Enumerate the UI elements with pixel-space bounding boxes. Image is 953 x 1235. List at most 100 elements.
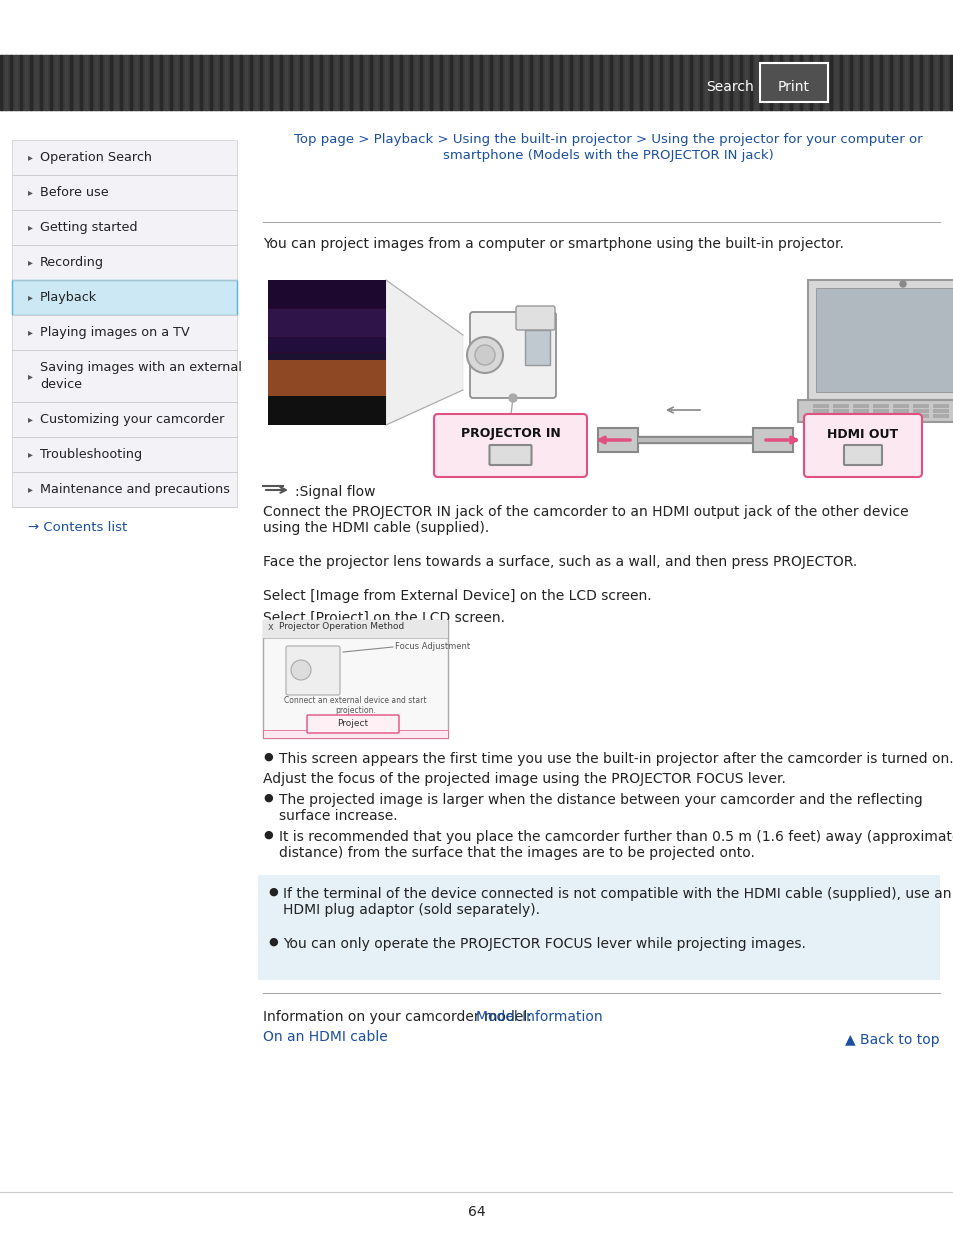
Text: Model Information: Model Information: [476, 1010, 601, 1024]
Bar: [185, 56, 188, 110]
Bar: [774, 56, 777, 110]
Bar: [919, 56, 922, 110]
Bar: [375, 56, 377, 110]
FancyBboxPatch shape: [598, 429, 638, 452]
Bar: [812, 404, 828, 408]
Bar: [345, 56, 347, 110]
Bar: [559, 56, 562, 110]
Bar: [435, 56, 437, 110]
Bar: [145, 56, 148, 110]
Text: Print: Print: [778, 80, 809, 94]
Bar: [754, 56, 757, 110]
Bar: [635, 56, 637, 110]
Text: You can project images from a computer or smartphone using the built-in projecto: You can project images from a computer o…: [263, 237, 843, 251]
Text: Connect an external device and start: Connect an external device and start: [284, 697, 426, 705]
Bar: [510, 56, 512, 110]
Text: ●: ●: [263, 752, 273, 762]
Bar: [430, 56, 432, 110]
Text: Connect the PROJECTOR IN jack of the camcorder to an HDMI output jack of the oth: Connect the PROJECTOR IN jack of the cam…: [263, 505, 907, 535]
Bar: [268, 324, 386, 337]
Bar: [515, 56, 517, 110]
Bar: [684, 56, 687, 110]
Bar: [110, 56, 112, 110]
Bar: [210, 56, 213, 110]
Bar: [655, 56, 657, 110]
Bar: [669, 56, 672, 110]
Text: Adjust the focus of the projected image using the PROJECTOR FOCUS lever.: Adjust the focus of the projected image …: [263, 772, 785, 785]
Bar: [268, 280, 386, 425]
Bar: [12, 210, 236, 245]
Bar: [60, 56, 63, 110]
Bar: [260, 56, 262, 110]
Text: ●: ●: [268, 887, 277, 897]
Bar: [909, 56, 911, 110]
Bar: [824, 56, 826, 110]
FancyBboxPatch shape: [307, 715, 398, 734]
Bar: [395, 56, 397, 110]
Text: ●: ●: [263, 793, 273, 803]
Bar: [852, 404, 868, 408]
Bar: [450, 56, 452, 110]
Bar: [230, 56, 233, 110]
Bar: [80, 56, 82, 110]
Bar: [524, 330, 550, 366]
Bar: [280, 56, 282, 110]
Bar: [734, 56, 737, 110]
Bar: [385, 56, 387, 110]
Bar: [294, 56, 297, 110]
FancyBboxPatch shape: [434, 414, 586, 477]
Bar: [319, 56, 322, 110]
Bar: [535, 56, 537, 110]
Bar: [604, 56, 607, 110]
Bar: [263, 730, 448, 739]
Bar: [254, 56, 257, 110]
Bar: [268, 359, 386, 396]
Bar: [932, 409, 948, 412]
Circle shape: [475, 345, 495, 366]
Bar: [405, 56, 407, 110]
Bar: [924, 56, 926, 110]
Bar: [459, 56, 462, 110]
Bar: [15, 56, 17, 110]
Bar: [250, 56, 253, 110]
Bar: [268, 280, 386, 352]
Bar: [624, 56, 627, 110]
Bar: [889, 56, 892, 110]
Bar: [952, 404, 953, 408]
Bar: [579, 56, 582, 110]
Bar: [455, 56, 457, 110]
Bar: [780, 56, 781, 110]
Circle shape: [467, 337, 502, 373]
Bar: [12, 245, 236, 280]
Bar: [444, 56, 447, 110]
Text: Focus Adjustment: Focus Adjustment: [395, 642, 470, 651]
Text: ▸: ▸: [28, 484, 32, 494]
Text: The projected image is larger when the distance between your camcorder and the r: The projected image is larger when the d…: [278, 793, 922, 824]
Text: ▸: ▸: [28, 293, 32, 303]
Bar: [820, 56, 821, 110]
Bar: [800, 56, 801, 110]
Bar: [95, 56, 97, 110]
Bar: [257, 876, 939, 981]
Bar: [285, 56, 287, 110]
Text: ▸: ▸: [28, 222, 32, 232]
Bar: [268, 396, 386, 425]
Bar: [794, 56, 797, 110]
Bar: [874, 56, 877, 110]
FancyBboxPatch shape: [807, 280, 953, 400]
Text: HDMI OUT: HDMI OUT: [826, 427, 898, 441]
Bar: [120, 56, 122, 110]
Bar: [644, 56, 647, 110]
Bar: [844, 56, 846, 110]
Text: It is recommended that you place the camcorder further than 0.5 m (1.6 feet) awa: It is recommended that you place the cam…: [278, 830, 953, 861]
Bar: [214, 56, 217, 110]
Bar: [912, 409, 928, 412]
Bar: [859, 56, 862, 110]
FancyBboxPatch shape: [470, 312, 556, 398]
Bar: [439, 56, 442, 110]
Bar: [724, 56, 727, 110]
FancyBboxPatch shape: [286, 646, 339, 695]
Text: ▸: ▸: [28, 450, 32, 459]
Bar: [939, 56, 942, 110]
Bar: [852, 409, 868, 412]
